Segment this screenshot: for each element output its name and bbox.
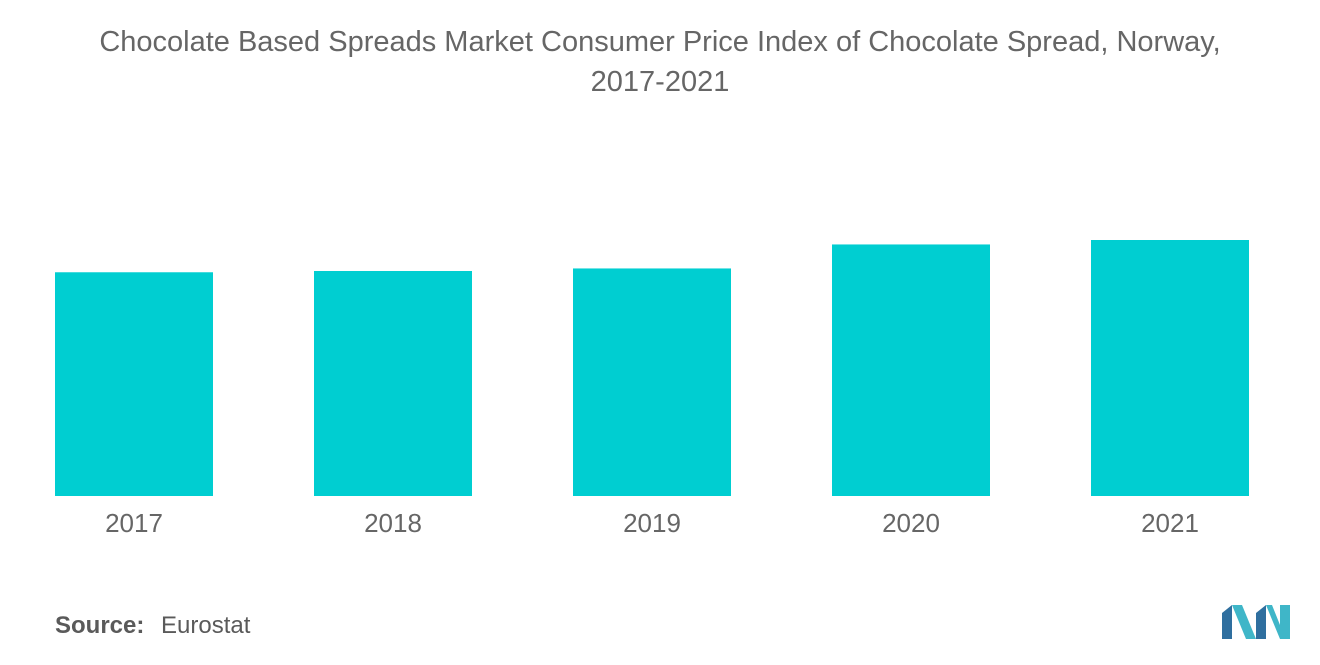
- bars: [55, 240, 1249, 496]
- x-tick-label-2021: 2021: [1141, 508, 1199, 538]
- x-tick-label-2018: 2018: [364, 508, 422, 538]
- x-tick-label-2020: 2020: [882, 508, 940, 538]
- mordor-intelligence-logo: [1222, 605, 1290, 639]
- chart-title-line-1: Chocolate Based Spreads Market Consumer …: [99, 26, 1221, 58]
- chart-title: Chocolate Based Spreads Market Consumer …: [0, 22, 1320, 102]
- chart-title-line-2: 2017-2021: [590, 66, 730, 98]
- bar-2020: [832, 244, 990, 496]
- source-value: Eurostat: [161, 612, 251, 639]
- bar-2017: [55, 272, 213, 496]
- x-tick-label-2019: 2019: [623, 508, 681, 538]
- x-tick-label-2017: 2017: [105, 508, 163, 538]
- bar-2019: [573, 268, 731, 496]
- source-note: Source: Eurostat: [55, 612, 250, 640]
- x-axis-tick-labels: 2017 2018 2019 2020 2021: [105, 508, 1199, 538]
- bar-chart: 2017 2018 2019 2020 2021: [55, 240, 1249, 538]
- source-label: Source:: [55, 612, 145, 639]
- bar-2021: [1091, 240, 1249, 496]
- bar-2018: [314, 270, 472, 496]
